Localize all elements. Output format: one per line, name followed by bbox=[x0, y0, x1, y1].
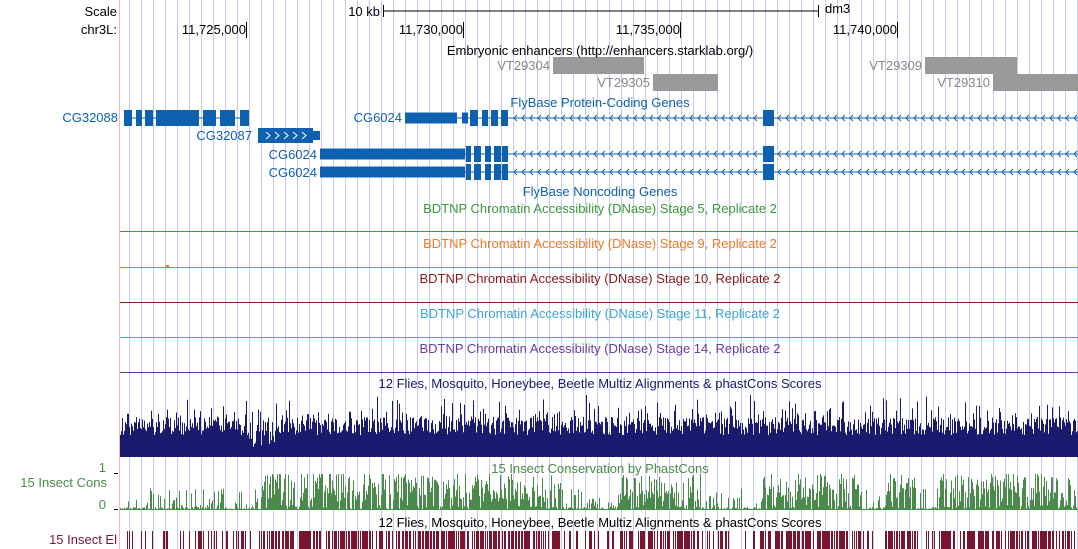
elements-side-label[interactable]: 15 Insect El bbox=[49, 532, 117, 547]
phastcons-side-label[interactable]: 15 Insect Cons bbox=[20, 475, 107, 490]
ruler-tick-1 bbox=[246, 22, 247, 38]
conserved-elements-plot[interactable] bbox=[127, 531, 1075, 549]
ruler-tick-3 bbox=[680, 22, 681, 38]
transcript-cg6024-3[interactable] bbox=[320, 164, 1078, 180]
gene-label-cg6024-2[interactable]: CG6024 bbox=[268, 147, 317, 162]
ruler-tick-4 bbox=[897, 22, 898, 38]
chrom-label: chr3L: bbox=[80, 22, 117, 37]
track-title-flybase-coding: FlyBase Protein-Coding Genes bbox=[510, 95, 690, 110]
ruler-position-2: 11,730,000 bbox=[398, 22, 463, 37]
phastcons-axis-min: 0 bbox=[98, 497, 106, 512]
scale-bar-text: 10 kb bbox=[348, 4, 380, 19]
track-title-flybase-noncoding: FlyBase Noncoding Genes bbox=[522, 184, 678, 199]
transcript-cg6024-1[interactable] bbox=[405, 110, 1078, 126]
track-title-phastcons: 15 Insect Conservation by PhastCons bbox=[491, 461, 709, 476]
phastcons-plot[interactable] bbox=[120, 474, 1078, 510]
gene-cg32087-glyph[interactable] bbox=[258, 128, 320, 143]
gene-label-cg6024-1[interactable]: CG6024 bbox=[353, 110, 402, 125]
enhancer-vt29309-block[interactable] bbox=[925, 57, 1017, 74]
track-title-dnase-stage9: BDTNP Chromatin Accessibility (DNase) St… bbox=[423, 236, 777, 251]
scale-bar bbox=[383, 5, 819, 17]
gene-cg32088-glyph[interactable] bbox=[124, 110, 249, 126]
track-title-enhancers: Embryonic enhancers (http://enhancers.st… bbox=[446, 43, 754, 58]
enhancer-vt29304-block[interactable] bbox=[553, 57, 644, 74]
transcript-cg6024-2[interactable] bbox=[320, 146, 1078, 162]
track-title-dnase-stage14: BDTNP Chromatin Accessibility (DNase) St… bbox=[419, 341, 781, 356]
ruler-position-3: 11,735,000 bbox=[615, 22, 680, 37]
enhancer-vt29310-block[interactable] bbox=[993, 74, 1078, 91]
ruler-position-1: 11,725,000 bbox=[181, 22, 246, 37]
ruler-position-4: 11,740,000 bbox=[832, 22, 897, 37]
track-title-dnase-stage5: BDTNP Chromatin Accessibility (DNase) St… bbox=[423, 201, 777, 216]
enhancer-label-vt29309[interactable]: VT29309 bbox=[869, 58, 922, 73]
enhancer-vt29305-block[interactable] bbox=[653, 74, 718, 91]
gene-label-cg6024-3[interactable]: CG6024 bbox=[268, 165, 317, 180]
enhancer-label-vt29305[interactable]: VT29305 bbox=[597, 75, 650, 90]
track-title-multiz: 12 Flies, Mosquito, Honeybee, Beetle Mul… bbox=[378, 376, 822, 391]
track-title-elements: 12 Flies, Mosquito, Honeybee, Beetle Mul… bbox=[378, 515, 822, 530]
scale-label: Scale bbox=[84, 4, 117, 19]
gene-label-cg32087[interactable]: CG32087 bbox=[196, 128, 252, 143]
track-title-dnase-stage10: BDTNP Chromatin Accessibility (DNase) St… bbox=[419, 271, 781, 286]
track-title-dnase-stage11: BDTNP Chromatin Accessibility (DNase) St… bbox=[419, 306, 781, 321]
enhancer-label-vt29310[interactable]: VT29310 bbox=[937, 75, 990, 90]
enhancer-label-vt29304[interactable]: VT29304 bbox=[497, 58, 550, 73]
multiz-conservation-plot[interactable] bbox=[120, 395, 1078, 457]
phastcons-axis-max: 1 bbox=[98, 460, 106, 475]
ruler-tick-2 bbox=[463, 22, 464, 38]
assembly-label: dm3 bbox=[825, 1, 851, 16]
gene-label-cg32088[interactable]: CG32088 bbox=[62, 110, 118, 125]
